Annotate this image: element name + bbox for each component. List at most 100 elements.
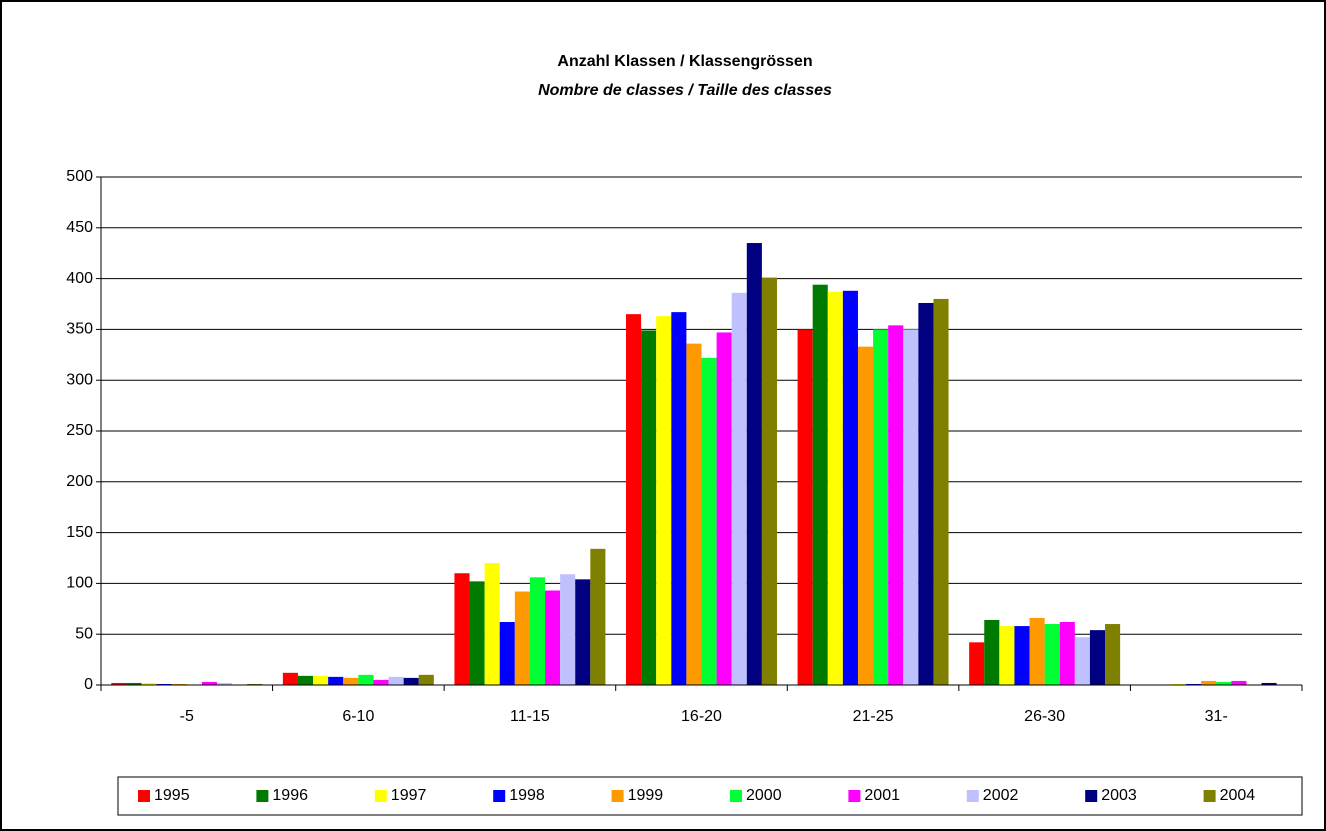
x-tick-label: -5 — [180, 708, 194, 725]
bar — [761, 277, 777, 685]
x-tick-label: 6-10 — [342, 708, 374, 725]
bar — [671, 312, 687, 685]
y-tick-label: 100 — [66, 575, 93, 592]
bar — [216, 682, 233, 685]
bar — [873, 329, 889, 685]
y-tick-label: 450 — [66, 219, 93, 236]
bar — [373, 679, 389, 685]
bar — [343, 677, 359, 685]
legend-label: 1997 — [391, 787, 427, 804]
legend-label: 1998 — [509, 787, 545, 804]
bar — [1029, 617, 1045, 685]
legend-swatch — [1085, 790, 1098, 802]
bar — [686, 343, 702, 685]
x-tick-label: 26-30 — [1024, 708, 1065, 725]
bar — [575, 579, 591, 685]
bar — [984, 619, 1000, 685]
legend-label: 1999 — [628, 787, 664, 804]
bar — [716, 332, 732, 685]
x-tick-label: 31- — [1205, 708, 1228, 725]
legend-swatch — [966, 790, 979, 802]
y-tick-label: 250 — [66, 422, 93, 439]
y-tick-label: 200 — [66, 473, 93, 490]
bar — [141, 682, 157, 685]
legend-swatch — [611, 790, 624, 802]
bar — [1014, 626, 1030, 685]
bar — [454, 573, 470, 685]
legend-swatch — [374, 790, 387, 802]
bar — [1216, 681, 1232, 685]
bar — [111, 682, 127, 685]
bar — [969, 642, 985, 685]
bar — [1231, 680, 1247, 685]
bar — [888, 325, 904, 685]
bar — [499, 622, 515, 685]
legend-box — [117, 776, 1303, 816]
legend-swatch — [138, 790, 150, 802]
legend-label: 1996 — [272, 787, 308, 804]
legend-swatch — [730, 790, 742, 802]
bar — [418, 674, 434, 685]
bar — [731, 292, 747, 685]
bar — [171, 683, 187, 685]
bar — [797, 329, 813, 685]
bar — [641, 330, 657, 685]
chart-title: Anzahl Klassen / Klassengrössen — [557, 53, 812, 70]
bar — [626, 314, 642, 685]
y-tick-label: 150 — [66, 524, 93, 541]
legend-swatch — [848, 790, 861, 802]
bar — [328, 676, 344, 685]
legend-label: 2000 — [746, 787, 782, 804]
bar — [827, 291, 843, 685]
bar — [933, 298, 949, 685]
y-tick-label: 300 — [66, 371, 93, 388]
chart-subtitle: Nombre de classes / Taille des classes — [538, 82, 832, 99]
x-tick-label: 16-20 — [681, 708, 722, 725]
bar — [1059, 622, 1075, 685]
legend-label: 2004 — [1220, 787, 1256, 804]
bar — [918, 302, 934, 685]
legend-label: 2002 — [983, 787, 1019, 804]
bar — [842, 290, 858, 685]
bar — [247, 683, 263, 685]
bar — [282, 672, 298, 685]
y-tick-label: 350 — [66, 321, 93, 338]
legend-swatch — [493, 790, 506, 802]
bar — [590, 548, 606, 685]
bar — [1186, 683, 1202, 685]
x-tick-label: 21-25 — [853, 708, 894, 725]
y-tick-label: 0 — [84, 676, 93, 693]
bar — [1105, 624, 1121, 685]
bar — [403, 677, 419, 685]
bar — [484, 563, 500, 685]
bar — [469, 581, 485, 685]
bar — [126, 682, 142, 685]
bar — [358, 674, 374, 685]
bar — [1261, 682, 1277, 685]
bar — [156, 683, 172, 685]
legend-label: 1995 — [154, 787, 190, 804]
legend-swatch — [256, 790, 269, 802]
bar — [297, 675, 314, 685]
y-tick-label: 50 — [75, 625, 93, 642]
bar — [746, 243, 762, 686]
y-tick-label: 400 — [66, 270, 93, 287]
x-tick-label: 11-15 — [510, 708, 550, 725]
bar — [1089, 630, 1106, 685]
bar — [1044, 624, 1060, 685]
bar — [1170, 683, 1187, 685]
bar — [999, 626, 1015, 685]
bar — [545, 590, 561, 685]
bar — [201, 681, 217, 685]
bar — [313, 675, 329, 685]
legend-label: 2001 — [864, 787, 900, 804]
bar — [388, 676, 404, 685]
bar — [812, 284, 828, 685]
bar — [560, 574, 576, 685]
legend-swatch — [1203, 790, 1216, 802]
legend-label: 2003 — [1101, 787, 1137, 804]
bar — [701, 357, 717, 685]
bar — [529, 577, 546, 685]
bar — [514, 591, 530, 685]
